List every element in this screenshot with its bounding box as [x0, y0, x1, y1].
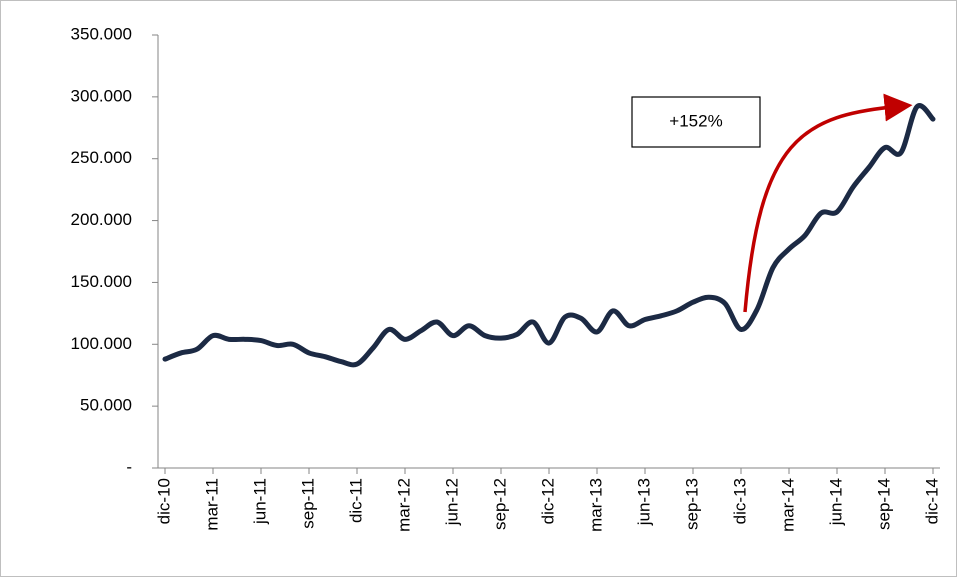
y-tick-label: 300.000 [71, 86, 132, 105]
x-tick-label: sep-11 [298, 478, 317, 529]
x-tick-label: dic-13 [730, 478, 749, 524]
x-tick-label: jun-14 [826, 478, 845, 526]
x-tick-label: jun-11 [250, 478, 269, 525]
x-tick-label: sep-13 [682, 478, 701, 530]
y-tick-label: 50.000 [80, 396, 132, 415]
y-tick-label: 350.000 [71, 24, 132, 43]
y-tick-label: - [126, 457, 132, 476]
x-tick-label: mar-14 [778, 478, 797, 532]
x-tick-label: sep-14 [874, 478, 893, 530]
y-tick-label: 200.000 [71, 210, 132, 229]
y-tick-label: 250.000 [71, 148, 132, 167]
x-tick-label: dic-14 [922, 478, 941, 524]
y-tick-label: 150.000 [71, 272, 132, 291]
x-tick-label: mar-11 [202, 478, 221, 531]
x-tick-label: mar-13 [586, 478, 605, 532]
line [162, 103, 936, 368]
x-tick-label: dic-10 [154, 478, 173, 524]
y-tick-label: 100.000 [71, 334, 132, 353]
x-tick-label: dic-11 [346, 478, 365, 523]
x-tick-label: mar-12 [394, 478, 413, 532]
annotation-box [631, 96, 761, 148]
x-tick-label: jun-13 [634, 478, 653, 526]
x-tick-label: sep-12 [490, 478, 509, 530]
x-tick-label: jun-12 [442, 478, 461, 526]
annotation: +152% [669, 111, 722, 130]
x-tick-label: dic-12 [538, 478, 557, 524]
annotation-arrow [743, 93, 913, 313]
